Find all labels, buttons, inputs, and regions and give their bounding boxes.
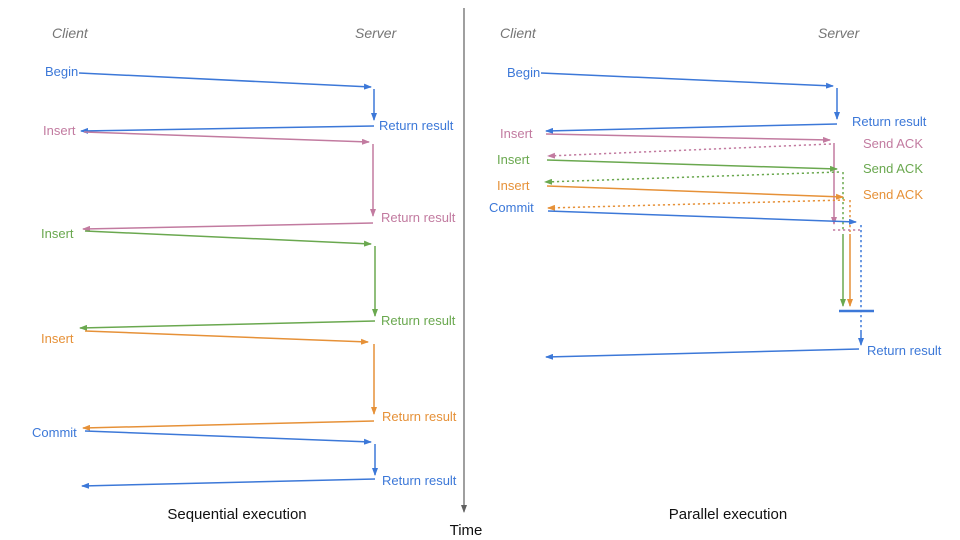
sequential-execution-caption: Sequential execution: [167, 506, 307, 523]
insert2-request-arrow: [84, 230, 372, 247]
insert3-return-arrow: [82, 420, 375, 431]
sequential-diagram: Client Server Begin Return result Insert Retu…: [32, 25, 457, 489]
insert-label-1: Insert: [43, 123, 76, 138]
return-result-label-bottom: Return result: [867, 343, 942, 358]
return-result-label-5: Return result: [382, 473, 457, 488]
return-result-label-top: Return result: [852, 114, 927, 129]
parallel-diagram: Client Server Begin Return result Insert Send…: [489, 25, 942, 360]
time-axis-label: Time: [449, 522, 483, 539]
server-header: Server: [355, 25, 398, 41]
insert-label-1: Insert: [500, 126, 533, 141]
client-header: Client: [500, 25, 537, 41]
commit-request-arrow: [84, 430, 372, 445]
insert2-return-arrow: [79, 320, 376, 331]
client-header: Client: [52, 25, 89, 41]
insert1-ack-arrow: [547, 143, 832, 159]
commit-label: Commit: [32, 425, 77, 440]
return-result-label-4: Return result: [382, 409, 457, 424]
send-ack-label-1: Send ACK: [863, 136, 923, 151]
insert3-request-arrow: [84, 330, 369, 345]
send-ack-label-2: Send ACK: [863, 161, 923, 176]
commit-label: Commit: [489, 200, 534, 215]
insert-label-2: Insert: [41, 226, 74, 241]
begin-request-arrow: [540, 72, 834, 89]
begin-label: Begin: [45, 64, 78, 79]
return-result-label-1: Return result: [379, 118, 454, 133]
send-ack-label-3: Send ACK: [863, 187, 923, 202]
begin-request-arrow: [78, 72, 372, 90]
insert-label-3: Insert: [41, 331, 74, 346]
insert1-request-arrow: [545, 133, 831, 143]
insert2-request-arrow: [546, 159, 838, 172]
begin-return-arrow: [80, 125, 375, 134]
insert-label-3: Insert: [497, 178, 530, 193]
insert1-request-arrow: [83, 131, 370, 145]
return-result-label-2: Return result: [381, 210, 456, 225]
insert3-ack-arrow: [547, 199, 846, 211]
commit-request-arrow: [547, 210, 857, 225]
begin-label: Begin: [507, 65, 540, 80]
begin-return-arrow: [545, 123, 838, 134]
commit-return-arrow: [81, 478, 376, 489]
return-result-label-3: Return result: [381, 313, 456, 328]
parallel-execution-caption: Parallel execution: [668, 506, 788, 523]
insert1-return-arrow: [82, 222, 374, 232]
final-return-arrow: [545, 348, 860, 360]
insert3-request-arrow: [546, 185, 844, 200]
server-header: Server: [818, 25, 861, 41]
insert2-ack-arrow: [544, 171, 840, 185]
insert-label-2: Insert: [497, 152, 530, 167]
